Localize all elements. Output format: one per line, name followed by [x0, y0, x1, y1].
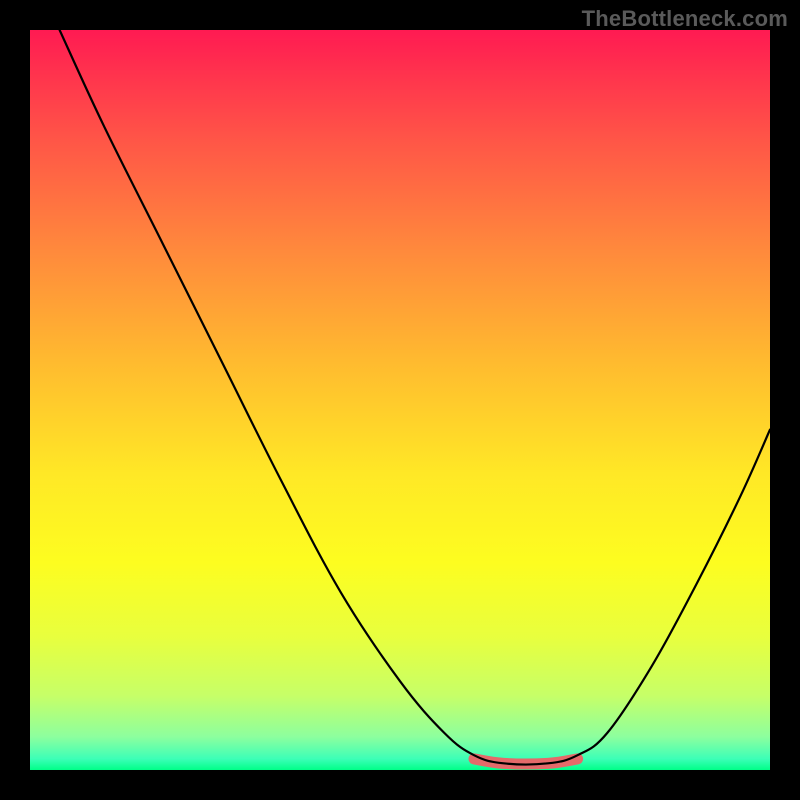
- plot-svg: [30, 30, 770, 770]
- plot-area: [30, 30, 770, 770]
- gradient-background: [30, 30, 770, 770]
- watermark-label: TheBottleneck.com: [582, 6, 788, 32]
- chart-frame: TheBottleneck.com: [0, 0, 800, 800]
